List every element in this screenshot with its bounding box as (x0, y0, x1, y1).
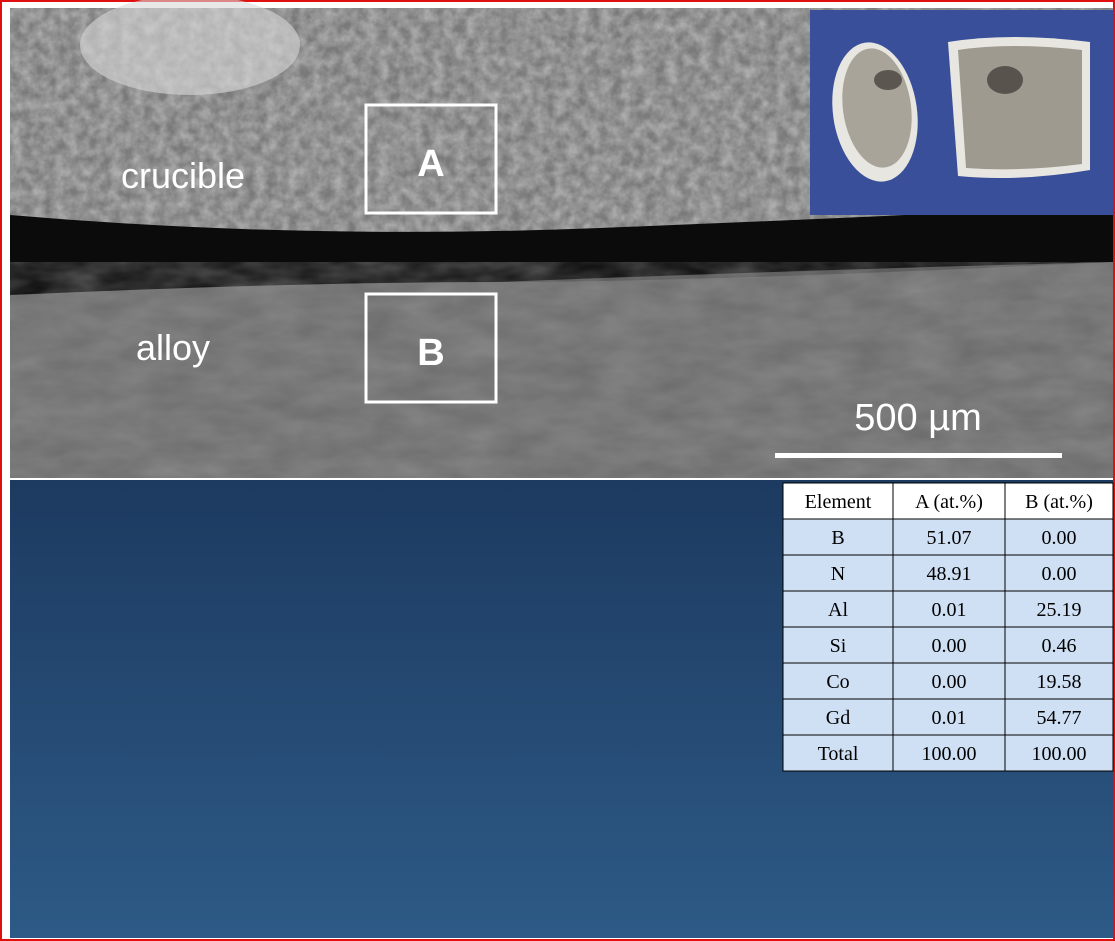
page: 024681005keVcps/eVBABNCoGdAlSiGdGdCoCoGd… (0, 0, 1115, 941)
cell-text: 25.19 (1037, 599, 1082, 621)
cell-text: 0.00 (932, 671, 967, 693)
piece-face (958, 46, 1082, 169)
dark-spot (874, 70, 902, 90)
label: alloy (136, 327, 210, 368)
cell-text: Total (818, 743, 859, 765)
box-label: A (417, 143, 444, 185)
cell-text: 19.58 (1037, 671, 1082, 693)
cell-text: 0.01 (932, 599, 967, 621)
header-text: Element (805, 491, 872, 513)
cell-text: 0.00 (1042, 563, 1077, 585)
box-label: B (417, 332, 444, 374)
cell-text: N (831, 563, 845, 585)
scale-bar-label: 500 µm (854, 397, 982, 439)
cell-text: 0.00 (932, 635, 967, 657)
cell-text: Al (828, 599, 848, 621)
cell-text: 0.46 (1042, 635, 1077, 657)
cell-text: 100.00 (1032, 743, 1087, 765)
cell-text: Gd (826, 707, 850, 729)
cell-text: 54.77 (1037, 707, 1082, 729)
cell-text: 0.00 (1042, 527, 1077, 549)
cell-text: B (831, 527, 844, 549)
scale-bar (775, 453, 1062, 458)
sem-image: crucible alloy A B 500 µm (10, 0, 1113, 478)
cell-text: 0.01 (932, 707, 967, 729)
dark-spot (987, 66, 1023, 94)
label: crucible (121, 155, 245, 196)
inset-photo (810, 10, 1113, 215)
figure: 024681005keVcps/eVBABNCoGdAlSiGdGdCoCoGd… (0, 0, 1115, 941)
cell-text: Si (830, 635, 847, 657)
cell-text: 48.91 (927, 563, 972, 585)
alloy-texture (10, 262, 1113, 478)
header-text: B (at.%) (1025, 491, 1093, 513)
cell-text: 51.07 (927, 527, 972, 549)
cell-text: 100.00 (922, 743, 977, 765)
header-text: A (at.%) (915, 491, 983, 513)
cell-text: Co (826, 671, 849, 693)
table: Element A (at.%) B (at.%) B 51.07 0.00 N 48.91 0… (783, 483, 1113, 771)
